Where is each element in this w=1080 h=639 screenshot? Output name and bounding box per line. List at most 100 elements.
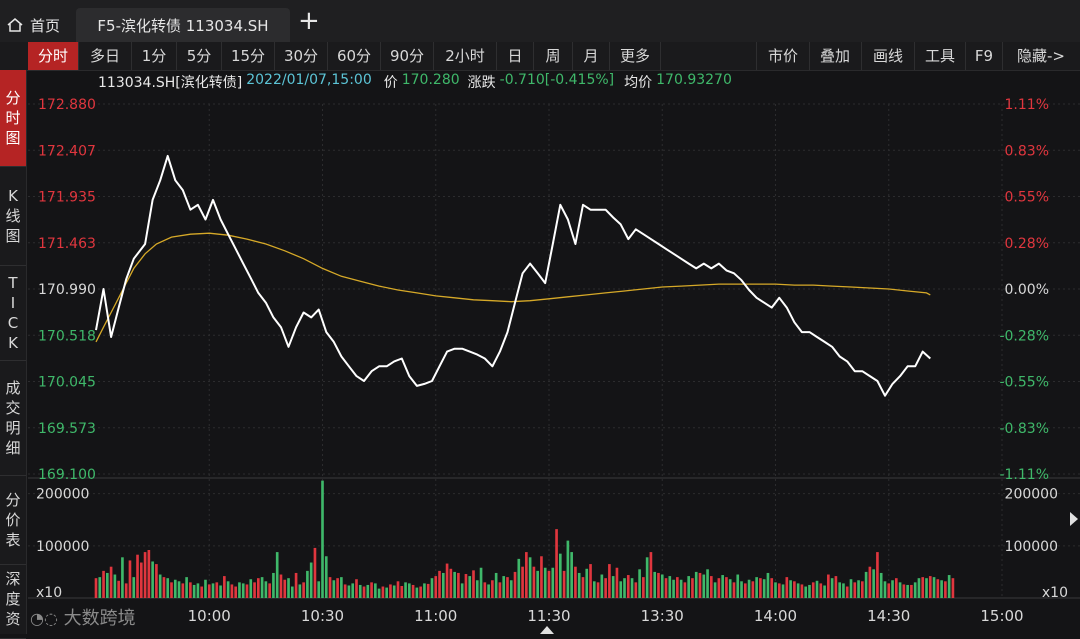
volume-bar bbox=[611, 576, 615, 598]
volume-bar bbox=[279, 574, 283, 598]
volume-bar bbox=[207, 584, 211, 598]
volume-bar bbox=[449, 568, 453, 598]
volume-bar bbox=[385, 587, 388, 598]
price-line bbox=[95, 154, 931, 397]
volume-bar bbox=[706, 569, 709, 598]
volume-bar bbox=[898, 582, 902, 598]
volume-bar bbox=[272, 572, 275, 598]
volume-bar bbox=[426, 583, 430, 598]
time-tick-label: 14:00 bbox=[754, 607, 797, 625]
tool-button-draw-line[interactable]: 画线 bbox=[862, 42, 915, 70]
volume-bar bbox=[845, 586, 849, 598]
period-button-5min[interactable]: 5分 bbox=[177, 42, 222, 70]
tool-button-f9[interactable]: F9 bbox=[966, 42, 1003, 70]
tool-button-tools[interactable]: 工具 bbox=[915, 42, 966, 70]
volume-bar bbox=[902, 584, 906, 598]
period-button-intraday[interactable]: 分时 bbox=[28, 42, 79, 70]
sidebar-item-intraday-chart[interactable]: 分时图 bbox=[0, 70, 26, 167]
period-button-multiday[interactable]: 多日 bbox=[79, 42, 132, 70]
tab-home[interactable]: 首页 bbox=[6, 8, 60, 42]
tool-button-overlay[interactable]: 叠加 bbox=[809, 42, 862, 70]
volume-bar bbox=[238, 582, 241, 598]
sidebar-item-price-distribution[interactable]: 分价表 bbox=[0, 476, 26, 565]
volume-bar bbox=[196, 583, 200, 598]
volume-bar bbox=[834, 576, 838, 598]
period-button-90min[interactable]: 90分 bbox=[381, 42, 434, 70]
volume-bar bbox=[936, 579, 940, 598]
volume-bar bbox=[725, 577, 728, 598]
tool-button-hide[interactable]: 隐藏-> bbox=[1017, 47, 1065, 65]
volume-bar bbox=[317, 581, 321, 598]
volume-bar bbox=[596, 582, 600, 598]
volume-bar bbox=[770, 578, 774, 598]
chart-axes: 172.880 172.407 171.935 171.463 170.990 170.5… bbox=[36, 97, 1068, 625]
volume-bar bbox=[676, 577, 679, 598]
volume-bar bbox=[257, 578, 260, 598]
volume-bar bbox=[887, 583, 891, 598]
volume-bar bbox=[245, 584, 249, 598]
volume-bar bbox=[396, 581, 400, 598]
add-tab-button[interactable]: + bbox=[298, 6, 320, 36]
volume-bar bbox=[679, 579, 683, 598]
volume-bar bbox=[815, 580, 819, 598]
volume-bar bbox=[166, 578, 170, 598]
volume-bar bbox=[509, 580, 513, 598]
expand-bottom-arrow-icon[interactable] bbox=[540, 626, 554, 634]
period-button-60min[interactable]: 60分 bbox=[328, 42, 381, 70]
tab-active-security[interactable]: F5-滨化转债 113034.SH bbox=[76, 8, 290, 42]
period-button-week[interactable]: 周 bbox=[534, 42, 573, 70]
period-button-2hour[interactable]: 2小时 bbox=[434, 42, 497, 70]
volume-bar bbox=[747, 579, 751, 598]
volume-bar bbox=[781, 584, 785, 598]
volume-bar bbox=[589, 564, 592, 598]
volume-bar bbox=[189, 582, 192, 598]
volume-bar bbox=[513, 571, 517, 598]
volume-bar bbox=[204, 579, 207, 598]
volume-bar bbox=[215, 582, 219, 598]
volume-bar bbox=[264, 581, 268, 598]
period-button-1min[interactable]: 1分 bbox=[132, 42, 177, 70]
sidebar-item-trade-details[interactable]: 成交明细 bbox=[0, 361, 26, 476]
volume-bar bbox=[740, 581, 743, 598]
volume-bar bbox=[619, 581, 623, 598]
period-toolbar: 分时 多日 1分 5分 15分 30分 60分 90分 2小时 日 周 月 更多… bbox=[0, 42, 1080, 71]
volume-tick-label: 100000 bbox=[1005, 539, 1058, 555]
time-tick-label: 10:30 bbox=[301, 607, 344, 625]
period-button-more[interactable]: 更多 bbox=[610, 42, 661, 70]
period-button-month[interactable]: 月 bbox=[573, 42, 610, 70]
volume-bar bbox=[879, 572, 883, 598]
volume-bar bbox=[419, 586, 422, 598]
volume-bar bbox=[472, 570, 475, 598]
volume-bar bbox=[823, 585, 826, 598]
security-symbol: 113034.SH[滨化转债] bbox=[98, 75, 243, 91]
volume-bar bbox=[460, 583, 464, 598]
volume-bar bbox=[864, 571, 868, 598]
volume-bar bbox=[173, 579, 177, 598]
volume-bar bbox=[309, 562, 313, 598]
sidebar-item-depth[interactable]: 深度资 bbox=[0, 565, 26, 639]
period-button-day[interactable]: 日 bbox=[497, 42, 534, 70]
price-tick-label: 172.407 bbox=[38, 143, 96, 159]
volume-bar bbox=[694, 571, 698, 598]
volume-bar bbox=[649, 552, 653, 598]
watermark-logo-icon: ◔◌ bbox=[30, 609, 58, 628]
percent-tick-label: -0.55% bbox=[999, 375, 1049, 391]
volume-bar bbox=[94, 578, 98, 598]
tool-button-market-price[interactable]: 市价 bbox=[756, 42, 810, 70]
period-button-15min[interactable]: 15分 bbox=[222, 42, 275, 70]
volume-bar bbox=[876, 552, 879, 598]
volume-bar bbox=[910, 584, 913, 598]
volume-bar bbox=[766, 572, 770, 598]
volume-bar bbox=[132, 577, 136, 598]
volume-bar bbox=[683, 582, 687, 598]
volume-bar bbox=[483, 582, 487, 598]
expand-right-arrow-icon[interactable] bbox=[1070, 512, 1078, 526]
period-button-30min[interactable]: 30分 bbox=[275, 42, 328, 70]
volume-bar bbox=[366, 584, 370, 598]
volume-bar bbox=[521, 566, 524, 598]
volume-bar bbox=[559, 553, 562, 598]
